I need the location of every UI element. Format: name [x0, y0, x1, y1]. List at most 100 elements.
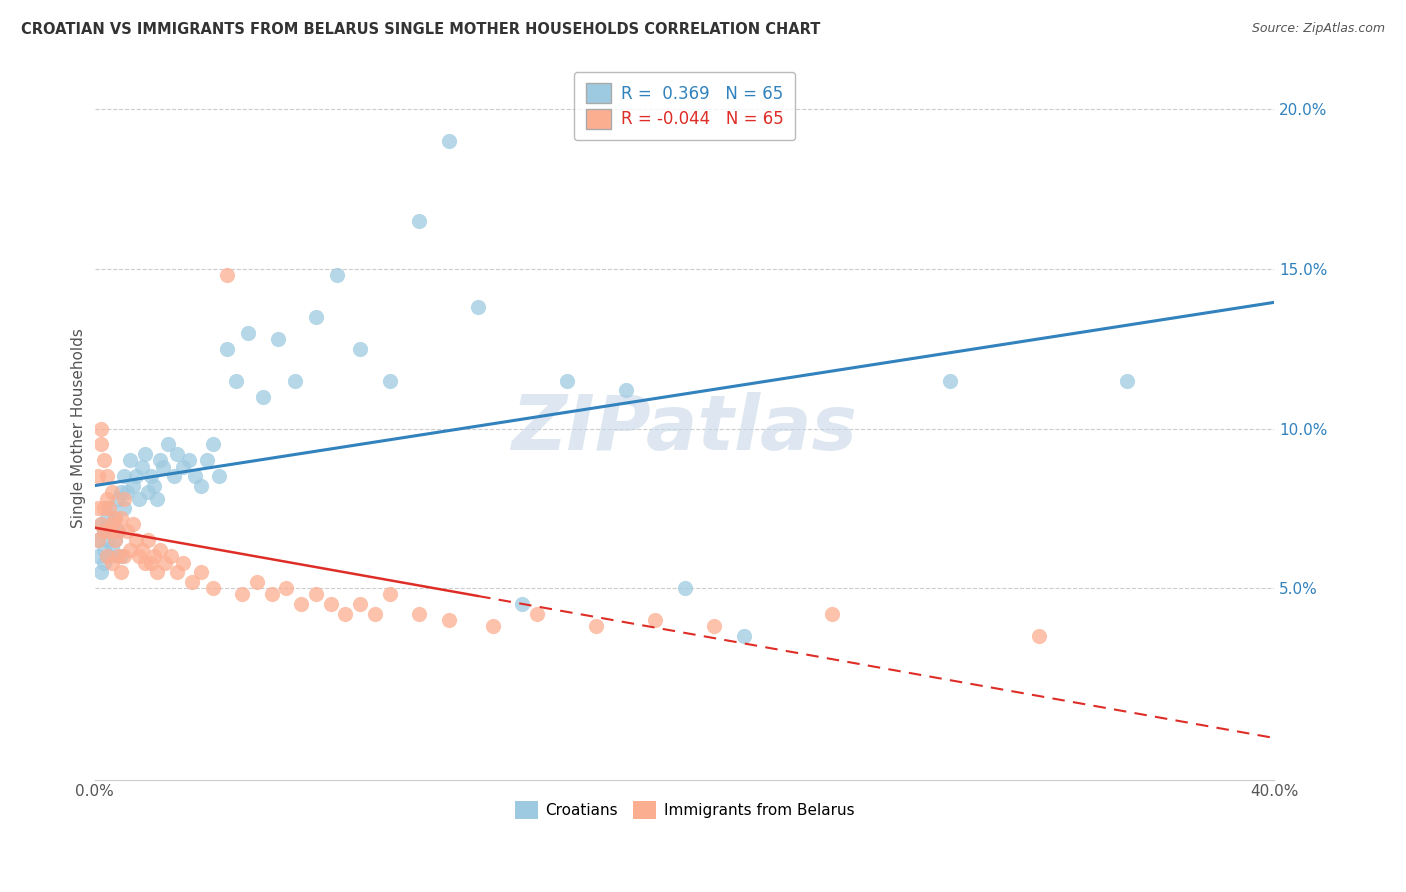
- Point: [104, 533, 127, 548]
- Point: [98, 524, 121, 538]
- Point: [86, 469, 108, 483]
- Point: [231, 587, 253, 601]
- Point: [408, 214, 430, 228]
- Point: [115, 524, 138, 538]
- Point: [260, 587, 283, 601]
- Point: [110, 511, 132, 525]
- Point: [1028, 629, 1050, 643]
- Point: [378, 374, 401, 388]
- Legend: Croatians, Immigrants from Belarus: Croatians, Immigrants from Belarus: [509, 795, 860, 824]
- Point: [93, 501, 115, 516]
- Point: [325, 268, 347, 283]
- Point: [155, 556, 177, 570]
- Point: [166, 447, 188, 461]
- Point: [110, 549, 132, 564]
- Point: [122, 517, 145, 532]
- Point: [482, 619, 505, 633]
- Point: [149, 453, 172, 467]
- Point: [555, 374, 578, 388]
- Point: [112, 491, 135, 506]
- Point: [437, 613, 460, 627]
- Point: [217, 342, 239, 356]
- Point: [305, 587, 328, 601]
- Text: Source: ZipAtlas.com: Source: ZipAtlas.com: [1251, 22, 1385, 36]
- Point: [236, 326, 259, 340]
- Point: [96, 469, 118, 483]
- Point: [104, 511, 127, 525]
- Point: [276, 581, 298, 595]
- Point: [90, 421, 112, 435]
- Point: [104, 533, 127, 548]
- Point: [101, 485, 124, 500]
- Point: [195, 453, 218, 467]
- Point: [98, 501, 121, 516]
- Point: [319, 597, 342, 611]
- Point: [86, 549, 108, 564]
- Point: [86, 501, 108, 516]
- Point: [86, 533, 108, 548]
- Point: [112, 549, 135, 564]
- Point: [437, 134, 460, 148]
- Point: [139, 469, 162, 483]
- Point: [145, 565, 167, 579]
- Point: [90, 565, 112, 579]
- Point: [101, 540, 124, 554]
- Point: [101, 556, 124, 570]
- Point: [131, 542, 153, 557]
- Point: [136, 485, 159, 500]
- Point: [526, 607, 548, 621]
- Point: [821, 607, 844, 621]
- Point: [512, 597, 534, 611]
- Point: [134, 447, 156, 461]
- Point: [703, 619, 725, 633]
- Point: [207, 469, 229, 483]
- Point: [733, 629, 755, 643]
- Point: [1116, 374, 1139, 388]
- Point: [246, 574, 269, 589]
- Point: [585, 619, 607, 633]
- Point: [145, 491, 167, 506]
- Point: [181, 574, 204, 589]
- Y-axis label: Single Mother Households: Single Mother Households: [72, 328, 86, 528]
- Point: [96, 511, 118, 525]
- Point: [166, 565, 188, 579]
- Point: [101, 517, 124, 532]
- Point: [110, 565, 132, 579]
- Point: [110, 485, 132, 500]
- Point: [107, 491, 129, 506]
- Point: [120, 453, 142, 467]
- Point: [107, 524, 129, 538]
- Point: [128, 549, 150, 564]
- Point: [128, 491, 150, 506]
- Point: [107, 549, 129, 564]
- Point: [190, 479, 212, 493]
- Point: [139, 556, 162, 570]
- Point: [90, 517, 112, 532]
- Point: [104, 511, 127, 525]
- Point: [349, 597, 371, 611]
- Point: [90, 437, 112, 451]
- Point: [112, 469, 135, 483]
- Point: [93, 542, 115, 557]
- Point: [96, 533, 118, 548]
- Point: [115, 485, 138, 500]
- Point: [142, 479, 165, 493]
- Point: [93, 453, 115, 467]
- Point: [408, 607, 430, 621]
- Point: [98, 501, 121, 516]
- Point: [160, 549, 183, 564]
- Point: [673, 581, 696, 595]
- Point: [614, 383, 637, 397]
- Point: [120, 542, 142, 557]
- Point: [172, 556, 194, 570]
- Point: [122, 479, 145, 493]
- Point: [364, 607, 387, 621]
- Point: [939, 374, 962, 388]
- Point: [644, 613, 666, 627]
- Point: [134, 556, 156, 570]
- Point: [149, 542, 172, 557]
- Point: [152, 459, 174, 474]
- Point: [131, 459, 153, 474]
- Point: [93, 524, 115, 538]
- Point: [335, 607, 357, 621]
